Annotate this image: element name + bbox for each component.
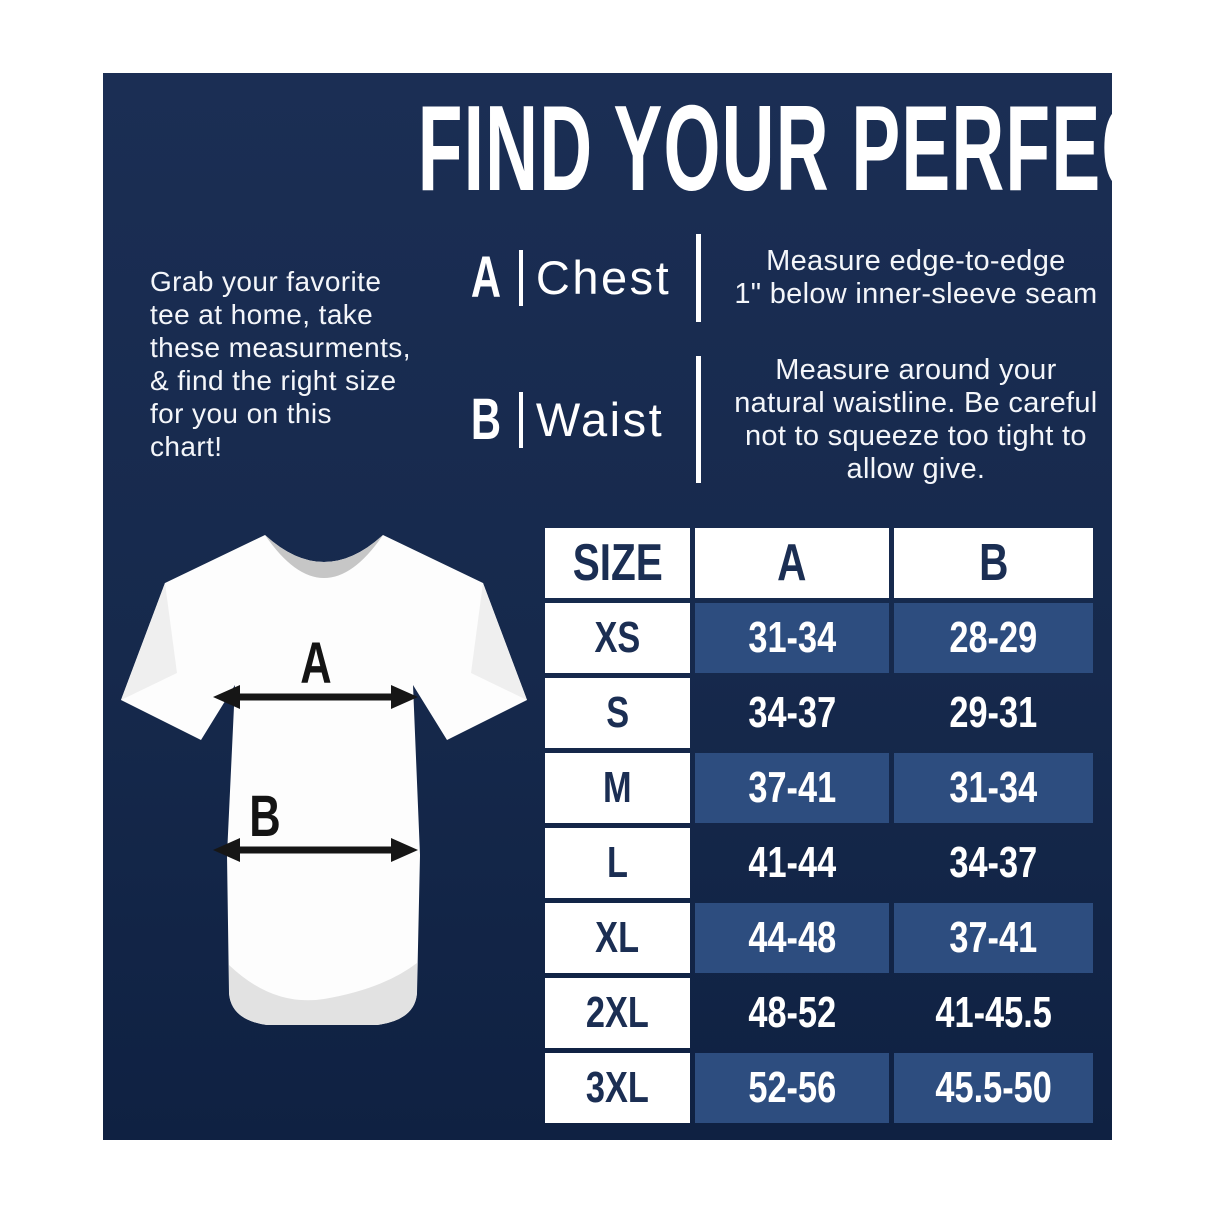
page-title-text: FIND YOUR PERFECT FIT! [417, 80, 1112, 216]
description-line: allow give. [846, 452, 986, 485]
size-guide-panel: FIND YOUR PERFECT FIT! Grab your favorit… [103, 73, 1112, 1140]
description-line: not to squeeze too tight to [744, 419, 1087, 452]
chest-range-cell: 34-37 [748, 688, 836, 737]
chest-range-cell: 44-48 [695, 903, 889, 973]
waist-key-label: B [470, 386, 502, 452]
description-line: Measure edge-to-edge [766, 245, 1066, 277]
waist-name-label: Waist [535, 392, 665, 446]
divider-bar [518, 391, 523, 448]
tshirt-body-shape [121, 535, 527, 1025]
divider-bar [695, 234, 701, 322]
chest-arrow-label: A [300, 631, 331, 695]
header-cell-size: SIZE [545, 528, 690, 598]
divider-bar [695, 356, 701, 483]
tshirt-illustration: A B [121, 535, 527, 1025]
size-cell: 2XL [545, 978, 690, 1048]
waist-range-cell: 31-34 [894, 753, 1093, 823]
waist-range-cell: 29-31 [949, 688, 1038, 737]
waist-measure-arrow [213, 838, 418, 862]
sleeve-shade [471, 583, 527, 700]
intro-line: & find the right size [150, 365, 397, 396]
waist-range-cell: 34-37 [949, 838, 1038, 887]
chest-range-cell: 48-52 [748, 988, 836, 1037]
intro-line: these measurments, [150, 332, 411, 363]
chest-range-cell: 31-34 [695, 603, 889, 673]
chest-range-cell: 52-56 [695, 1053, 889, 1123]
waist-range-cell: 37-41 [894, 903, 1093, 973]
intro-line: Grab your favorite [150, 266, 382, 297]
chest-range-cell: 41-44 [748, 838, 836, 887]
chest-range-cell: 37-41 [695, 753, 889, 823]
size-table: SIZE A B XS 31-34 28-29 S 34-37 29-31 M … [545, 528, 1093, 1123]
size-cell: L [545, 828, 690, 898]
size-cell: XL [545, 903, 690, 973]
chest-name-label: Chest [535, 251, 672, 304]
hem-shade [229, 963, 417, 1025]
size-cell: S [545, 678, 690, 748]
size-cell: 3XL [545, 1053, 690, 1123]
waist-measure-description: Measure around your natural waistline. B… [715, 354, 1112, 486]
waist-range-cell: 28-29 [894, 603, 1093, 673]
intro-line: for you on this [150, 398, 332, 429]
chest-key-label: A [470, 245, 502, 310]
intro-line: tee at home, take [150, 299, 374, 330]
waist-arrow-label: B [249, 784, 280, 848]
description-line: natural waistline. Be careful [734, 386, 1098, 419]
size-cell: XS [545, 603, 690, 673]
intro-text: Grab your favorite tee at home, take the… [150, 265, 470, 463]
intro-line: chart! [150, 431, 223, 462]
page-title: FIND YOUR PERFECT FIT! [103, 87, 1112, 209]
divider-bar [518, 250, 523, 306]
header-cell-b: B [894, 528, 1093, 598]
waist-range-cell: 45.5-50 [894, 1053, 1093, 1123]
chest-measure-description: Measure edge-to-edge 1" below inner-slee… [715, 245, 1112, 311]
description-line: 1" below inner-sleeve seam [734, 278, 1098, 310]
chest-measurement-legend: A Chest Measure edge-to-edge 1" below in… [465, 223, 1112, 333]
header-cell-a: A [695, 528, 889, 598]
chest-measure-arrow [213, 685, 418, 709]
size-cell: M [545, 753, 690, 823]
description-line: Measure around your [775, 353, 1057, 386]
waist-measurement-legend: B Waist Measure around your natural wais… [465, 354, 1112, 485]
collar-shape [265, 535, 383, 578]
sleeve-shade [121, 583, 177, 700]
waist-range-cell: 41-45.5 [935, 988, 1052, 1037]
